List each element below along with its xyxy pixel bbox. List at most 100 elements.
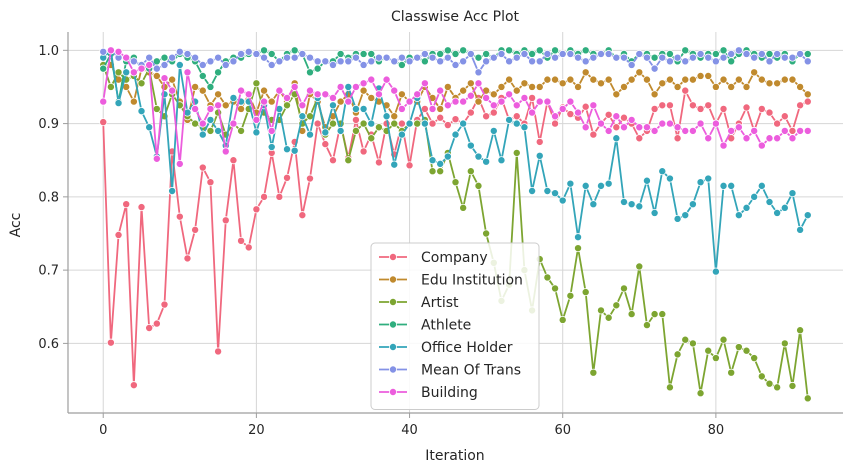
data-point — [627, 75, 636, 84]
x-tick-label: 40 — [401, 423, 418, 438]
data-point — [390, 119, 399, 128]
data-point — [283, 145, 292, 154]
data-point — [558, 315, 567, 324]
data-point — [374, 53, 383, 62]
data-point — [597, 79, 606, 88]
data-point — [168, 86, 177, 95]
data-point — [505, 57, 514, 66]
data-point — [336, 126, 345, 135]
data-point — [474, 53, 483, 62]
data-point — [283, 101, 292, 110]
data-point — [436, 159, 445, 168]
data-point — [99, 64, 108, 73]
data-point — [252, 205, 261, 214]
data-point — [137, 203, 146, 212]
data-point — [803, 97, 812, 106]
data-point — [757, 104, 766, 113]
data-point — [558, 49, 567, 58]
data-point — [466, 141, 475, 150]
x-tick-label: 80 — [708, 423, 725, 438]
data-point — [114, 230, 123, 239]
data-point — [688, 339, 697, 348]
data-point — [566, 110, 575, 119]
data-point — [351, 115, 360, 124]
data-point — [482, 229, 491, 238]
data-point — [635, 202, 644, 211]
data-point — [99, 97, 108, 106]
data-point — [742, 82, 751, 91]
data-point — [122, 68, 131, 77]
x-tick-label: 0 — [99, 423, 107, 438]
data-point — [206, 104, 215, 113]
data-point — [574, 53, 583, 62]
data-point — [290, 82, 299, 91]
data-point — [221, 216, 230, 225]
data-point — [635, 123, 644, 132]
data-point — [428, 53, 437, 62]
data-point — [765, 134, 774, 143]
data-point — [252, 49, 261, 58]
data-point — [367, 134, 376, 143]
data-point — [328, 156, 337, 165]
data-point — [788, 189, 797, 198]
data-point — [673, 350, 682, 359]
data-point — [214, 53, 223, 62]
data-point — [574, 108, 583, 117]
data-point — [704, 174, 713, 183]
data-point — [443, 82, 452, 91]
data-point — [619, 284, 628, 293]
data-point — [252, 79, 261, 88]
data-point — [597, 49, 606, 58]
legend-item: Office Holder — [379, 340, 513, 356]
data-point — [305, 174, 314, 183]
data-point — [459, 203, 468, 212]
data-point — [129, 381, 138, 390]
data-point — [405, 97, 414, 106]
data-point — [727, 82, 736, 91]
data-point — [796, 49, 805, 58]
data-point — [122, 53, 131, 62]
data-point — [459, 97, 468, 106]
data-point — [305, 53, 314, 62]
data-point — [505, 115, 514, 124]
data-point — [206, 126, 215, 135]
data-point — [719, 141, 728, 150]
data-point — [696, 49, 705, 58]
x-tick-label: 60 — [554, 423, 571, 438]
data-point — [206, 82, 215, 91]
data-point — [750, 126, 759, 135]
data-point — [750, 192, 759, 201]
data-point — [474, 68, 483, 77]
data-point — [206, 115, 215, 124]
data-point — [543, 97, 552, 106]
data-point — [773, 119, 782, 128]
data-point — [191, 82, 200, 91]
data-point — [558, 104, 567, 113]
data-point — [413, 90, 422, 99]
data-point — [750, 68, 759, 77]
data-point — [328, 101, 337, 110]
data-point — [711, 267, 720, 276]
data-point — [535, 82, 544, 91]
data-point — [283, 53, 292, 62]
data-point — [420, 49, 429, 58]
data-point — [382, 75, 391, 84]
data-point — [321, 57, 330, 66]
data-point — [275, 57, 284, 66]
x-tick-label: 20 — [248, 423, 265, 438]
data-point — [780, 339, 789, 348]
data-point — [237, 104, 246, 113]
data-point — [443, 46, 452, 55]
data-point — [382, 53, 391, 62]
data-point — [704, 134, 713, 143]
data-point — [681, 75, 690, 84]
data-point — [665, 75, 674, 84]
data-point — [551, 112, 560, 121]
data-point — [428, 119, 437, 128]
data-point — [711, 57, 720, 66]
data-point — [796, 225, 805, 234]
data-point — [214, 90, 223, 99]
data-point — [420, 119, 429, 128]
data-point — [589, 53, 598, 62]
data-point — [206, 57, 215, 66]
